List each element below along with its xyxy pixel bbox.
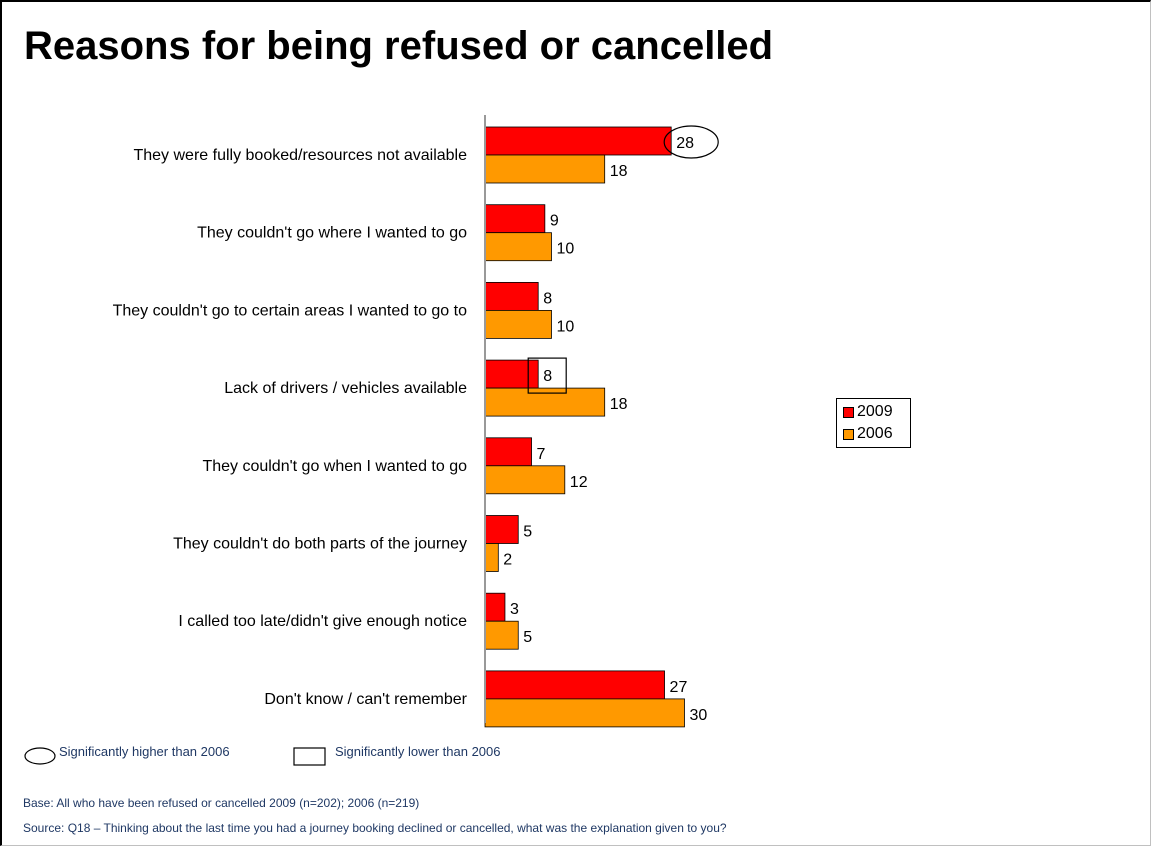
data-label-2009: 9	[550, 213, 559, 230]
bar-2006	[484, 620, 519, 650]
bar-2006	[484, 543, 499, 572]
data-label-2006: 18	[610, 163, 628, 180]
category-label: Don't know / can't remember	[264, 691, 467, 708]
data-label-2006: 10	[557, 318, 575, 335]
legend-label-2006: 2006	[857, 425, 893, 442]
legend-label-2009: 2009	[857, 403, 893, 420]
base-footnote: Base: All who have been refused or cance…	[23, 796, 420, 810]
key-higher-label: Significantly higher than 2006	[59, 744, 230, 759]
data-label-2006: 10	[557, 241, 575, 258]
legend-swatch-2006	[843, 428, 854, 440]
data-label-2009: 28	[676, 135, 694, 152]
significance-ellipse-marker	[663, 125, 719, 159]
legend: 2009 2006	[836, 398, 911, 448]
bar-2006	[484, 698, 685, 728]
ellipse-marker-icon	[24, 747, 56, 765]
data-label-2006: 30	[690, 707, 708, 724]
box-marker-icon	[293, 747, 326, 766]
category-label: Lack of drivers / vehicles available	[224, 380, 467, 397]
data-label-2006: 12	[570, 474, 588, 491]
bar-2006	[484, 465, 566, 495]
key-lower-label: Significantly lower than 2006	[335, 744, 501, 759]
data-label-2006: 5	[523, 629, 532, 646]
legend-item-2006: 2006	[843, 423, 910, 445]
category-label: They couldn't go to certain areas I want…	[113, 302, 467, 319]
bar-2009	[484, 126, 672, 156]
category-label: They couldn't do both parts of the journ…	[173, 536, 467, 553]
bar-2009	[484, 281, 539, 311]
bar-2009	[484, 515, 519, 544]
significance-box-marker	[527, 357, 567, 394]
bar-2009	[484, 204, 546, 234]
bar-2009	[484, 592, 506, 622]
bar-2006	[484, 232, 552, 262]
chart-title: Reasons for being refused or cancelled	[24, 24, 774, 68]
bar-2006	[484, 154, 606, 184]
data-label-2009: 8	[543, 290, 552, 307]
data-label-2009: 27	[670, 679, 688, 696]
bar-2009	[484, 670, 665, 700]
category-label: They were fully booked/resources not ava…	[133, 147, 467, 164]
category-label: They couldn't go when I wanted to go	[202, 458, 467, 475]
data-label-2006: 18	[610, 396, 628, 413]
bar-2006	[484, 309, 552, 339]
data-label-2009: 8	[543, 368, 552, 385]
data-label-2006: 2	[503, 552, 512, 569]
bar-2009	[484, 359, 539, 389]
legend-swatch-2009	[843, 406, 854, 418]
category-label: They couldn't go where I wanted to go	[197, 225, 467, 242]
data-label-2009: 5	[523, 524, 532, 541]
bar-2009	[484, 437, 532, 467]
data-label-2009: 7	[537, 446, 546, 463]
legend-item-2009: 2009	[843, 401, 910, 423]
source-footnote: Source: Q18 – Thinking about the last ti…	[23, 821, 727, 835]
category-label: I called too late/didn't give enough not…	[178, 613, 467, 630]
data-label-2009: 3	[510, 601, 519, 618]
bar-2006	[484, 387, 606, 417]
